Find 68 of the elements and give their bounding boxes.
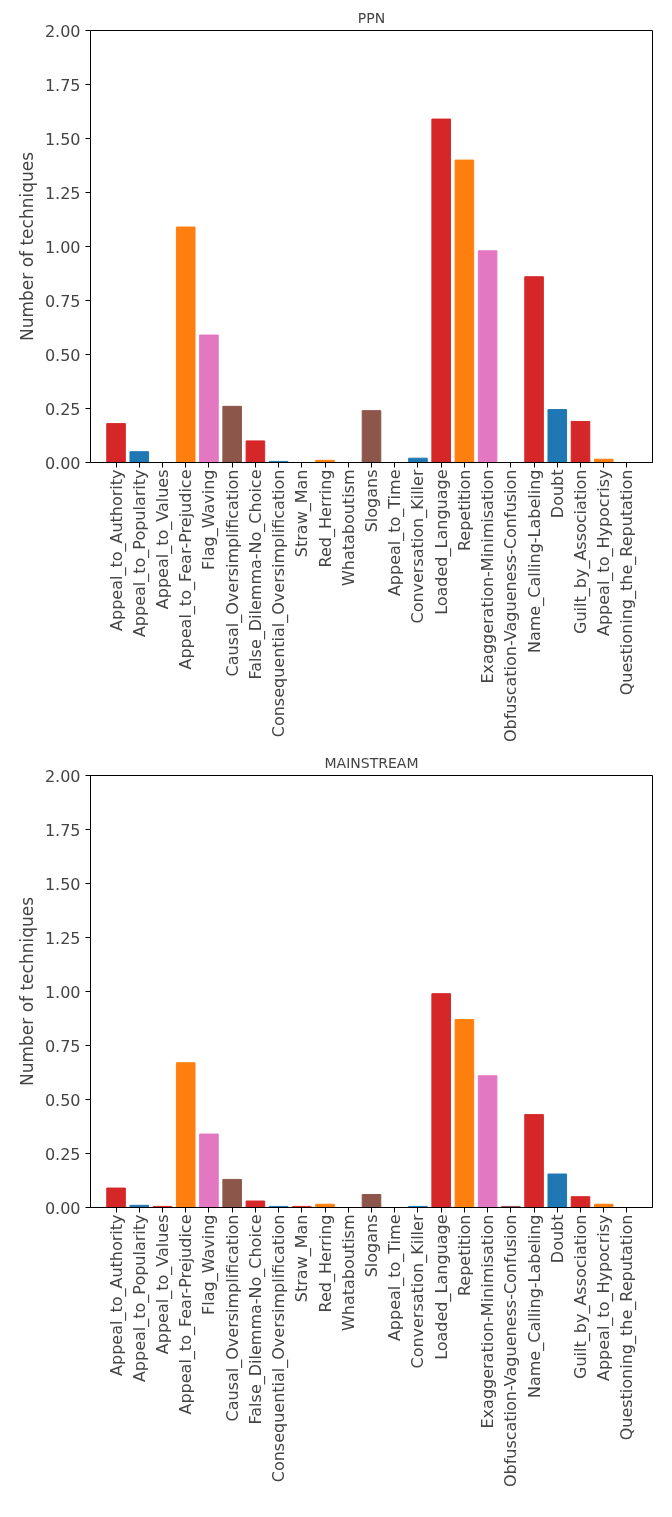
x-tick-label: Red_Herring [315,1214,336,1313]
y-tick-label: 1.75 [44,75,81,95]
x-tick-label: Questioning_the_Reputation [617,1214,638,1441]
y-tick-label: 1.50 [44,874,81,894]
x-tick-label: Repetition [454,1214,474,1297]
x-tick-label: Appeal_to_Fear-Prejudice [176,469,197,670]
y-axis-title: Number of techniques [16,896,37,1087]
x-tick-label: Loaded_Language [431,1214,452,1360]
x-tick-label: Flag_Waving [199,469,220,570]
x-tick-label: Appeal_to_Hypocrisy [594,1214,615,1381]
x-tick-label: Slogans [362,469,381,533]
x-tick-label: False_Dilemma-No_Choice [245,1214,266,1425]
x-tick-label: False_Dilemma-No_Choice [245,469,266,680]
x-tick-label: Consequential_Oversimplification [269,1214,290,1483]
x-tick-label: Straw_Man [292,1214,313,1303]
x-tick-label: Causal_Oversimplification [222,469,243,677]
y-tick-label: 0.75 [44,291,81,311]
y-axis-title: Number of techniques [16,151,37,342]
x-tick-label: Loaded_Language [431,469,452,615]
y-tick-label: 2.00 [44,21,81,41]
x-tick-label: Guilt_by_Association [571,1214,592,1379]
y-tick-label: 0.75 [44,1036,81,1056]
x-tick-label: Whataboutism [338,469,358,587]
y-tick-label: 0.25 [44,399,81,419]
x-tick-label: Exaggeration-Minimisation [478,469,498,684]
x-tick-label: Red_Herring [315,469,336,568]
x-tick-label: Conversation_Killer [408,469,429,624]
y-tick-label: 1.25 [44,183,81,203]
chart-title: PPN [357,9,386,26]
x-tick-label: Obfuscation-Vagueness-Confusion [501,1214,521,1488]
x-tick-label: Guilt_by_Association [571,469,592,634]
x-tick-label: Appeal_to_Time [385,1214,406,1342]
x-tick-label: Slogans [362,1214,381,1278]
y-tick-label: 1.25 [44,928,81,948]
y-tick-label: 1.75 [44,820,81,840]
x-tick-label: Consequential_Oversimplification [269,469,290,738]
x-tick-label: Straw_Man [292,469,313,558]
chart-title: MAINSTREAM [324,754,419,771]
x-tick-label: Appeal_to_Hypocrisy [594,469,615,636]
x-tick-label: Appeal_to_Values [152,1214,173,1355]
x-tick-label: Conversation_Killer [408,1214,429,1369]
x-tick-label: Name_Calling-Labeling [524,1214,545,1398]
x-tick-label: Obfuscation-Vagueness-Confusion [501,469,521,743]
x-tick-label: Doubt [547,1214,567,1264]
y-tick-label: 0.50 [44,1090,81,1110]
x-tick-label: Doubt [547,469,567,519]
x-tick-label: Repetition [454,469,474,552]
x-tick-label: Whataboutism [338,1214,358,1332]
x-tick-label: Name_Calling-Labeling [524,469,545,653]
x-tick-label: Appeal_to_Popularity [129,469,150,638]
x-tick-label: Appeal_to_Authority [106,1214,127,1376]
x-tick-label: Questioning_the_Reputation [617,469,638,696]
x-tick-label: Appeal_to_Time [385,469,406,597]
x-tick-label: Flag_Waving [199,1214,220,1315]
y-tick-label: 0.25 [44,1144,81,1164]
y-tick-label: 0.00 [44,453,81,473]
y-tick-label: 1.50 [44,129,81,149]
y-tick-label: 0.00 [44,1198,81,1218]
y-tick-label: 2.00 [44,766,81,786]
y-tick-label: 1.00 [44,237,81,257]
x-tick-label: Exaggeration-Minimisation [478,1214,498,1429]
x-tick-label: Appeal_to_Authority [106,469,127,631]
y-tick-label: 1.00 [44,982,81,1002]
x-tick-label: Appeal_to_Values [152,469,173,610]
y-tick-label: 0.50 [44,345,81,365]
x-tick-label: Causal_Oversimplification [222,1214,243,1422]
x-tick-label: Appeal_to_Fear-Prejudice [176,1214,197,1415]
x-tick-label: Appeal_to_Popularity [129,1214,150,1383]
